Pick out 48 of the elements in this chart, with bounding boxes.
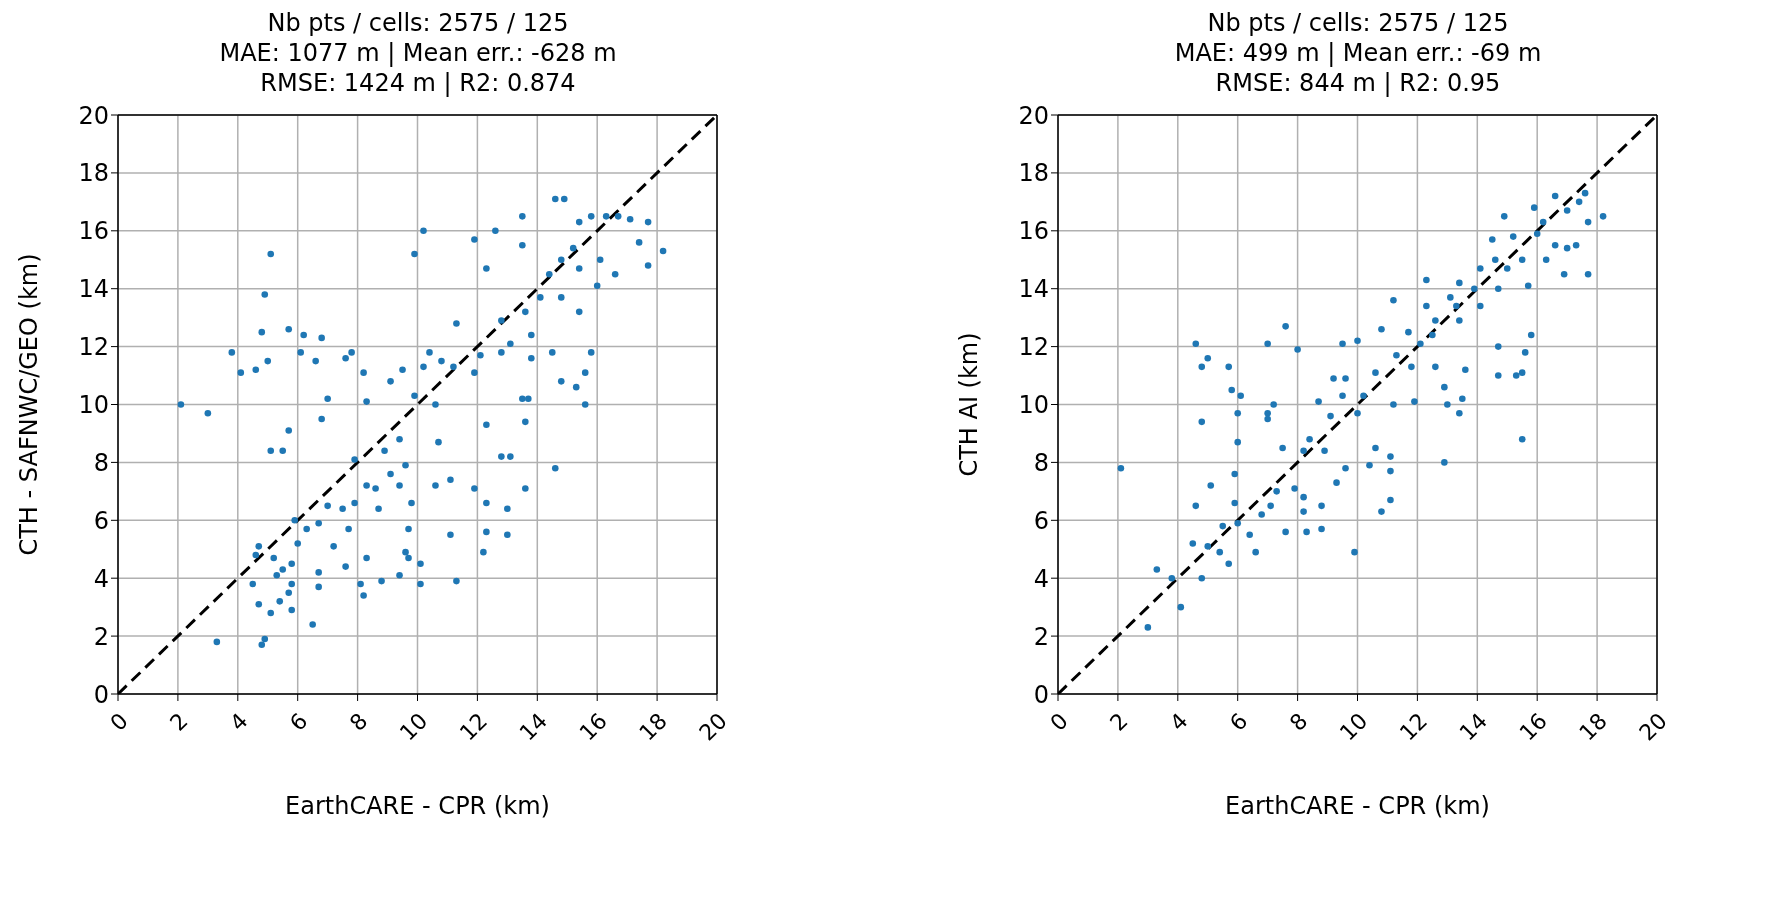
x-tick-label: 20: [694, 708, 732, 746]
x-tick-label: 14: [514, 708, 553, 746]
x-tick-label: 4: [225, 708, 253, 736]
x-tick-label: 12: [1394, 708, 1433, 746]
x-tick-label: 16: [1514, 708, 1553, 746]
x-tick-label: 18: [634, 708, 672, 746]
y-tick-label: 4: [93, 564, 109, 593]
x-tick-label: 6: [284, 708, 313, 736]
y-axis-title: CTH - SAFNWC/GEO (km): [14, 253, 43, 556]
x-tick-label: 2: [165, 708, 193, 736]
x-tick-label: 10: [1334, 708, 1373, 746]
y-tick-label: 14: [78, 275, 109, 304]
y-tick-label: 2: [93, 622, 109, 651]
x-tick-label: 12: [454, 708, 493, 746]
y-tick-label: 18: [1018, 159, 1049, 188]
x-tick-label: 8: [344, 708, 373, 736]
y-tick-label: 2: [1033, 622, 1049, 651]
chart-title: Nb pts / cells: 2575 / 125 MAE: 1077 m | Mean err.: -628 m RMSE: 1424 m | R2: 0.874: [218, 8, 618, 98]
x-tick-label: 16: [574, 708, 613, 746]
x-tick-label: 6: [1224, 708, 1253, 736]
y-tick-label: 14: [1018, 275, 1049, 304]
y-tick-label: 8: [93, 448, 109, 477]
x-tick-label: 18: [1574, 708, 1612, 746]
y-tick-label: 6: [93, 506, 109, 535]
y-tick-label: 12: [78, 333, 109, 362]
x-axis-title: EarthCARE - CPR (km): [1225, 792, 1490, 820]
x-tick-label: 4: [1165, 708, 1193, 736]
y-tick-label: 20: [78, 101, 109, 130]
x-tick-label: 10: [394, 708, 433, 746]
y-tick-label: 6: [1033, 506, 1049, 535]
y-tick-label: 16: [78, 217, 109, 246]
x-tick-label: 20: [1634, 708, 1672, 746]
x-tick-label: 14: [1454, 708, 1493, 746]
y-tick-label: 12: [1018, 333, 1049, 362]
y-tick-label: 0: [1033, 680, 1049, 709]
y-axis-title: CTH AI (km): [954, 332, 983, 477]
y-tick-label: 20: [1018, 101, 1049, 130]
y-tick-label: 10: [1018, 391, 1049, 420]
y-tick-label: 16: [1018, 217, 1049, 246]
x-tick-label: 2: [1105, 708, 1133, 736]
y-tick-label: 18: [78, 159, 109, 188]
y-tick-label: 4: [1033, 564, 1049, 593]
y-tick-label: 0: [93, 680, 109, 709]
y-tick-label: 8: [1033, 448, 1049, 477]
x-tick-label: 8: [1284, 708, 1313, 736]
chart-title: Nb pts / cells: 2575 / 125 MAE: 499 m | Mean err.: -69 m RMSE: 844 m | R2: 0.95: [1173, 8, 1543, 98]
x-axis-title: EarthCARE - CPR (km): [285, 792, 550, 820]
y-tick-label: 10: [78, 391, 109, 420]
